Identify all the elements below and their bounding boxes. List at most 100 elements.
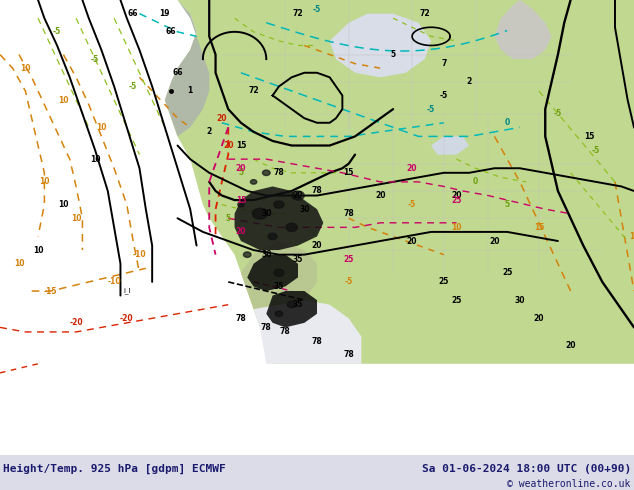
Text: © weatheronline.co.uk: © weatheronline.co.uk xyxy=(507,479,631,490)
Circle shape xyxy=(287,301,296,308)
Text: 25: 25 xyxy=(439,277,449,287)
Text: Sa 01-06-2024 18:00 UTC (00+90): Sa 01-06-2024 18:00 UTC (00+90) xyxy=(422,464,631,473)
Circle shape xyxy=(275,311,283,317)
Text: -10: -10 xyxy=(107,277,121,287)
Text: -5: -5 xyxy=(91,54,100,64)
Polygon shape xyxy=(330,14,431,77)
Polygon shape xyxy=(431,136,469,155)
Text: 5: 5 xyxy=(238,168,243,177)
Text: 10: 10 xyxy=(451,223,462,232)
Circle shape xyxy=(274,269,284,276)
Text: -5: -5 xyxy=(553,109,562,118)
Text: 78: 78 xyxy=(280,327,290,337)
Text: 5: 5 xyxy=(505,200,510,209)
Text: 72: 72 xyxy=(249,86,259,96)
Polygon shape xyxy=(165,0,634,364)
Polygon shape xyxy=(165,0,209,136)
Text: 10: 10 xyxy=(58,200,68,209)
Text: 30: 30 xyxy=(261,250,271,259)
Circle shape xyxy=(274,201,284,208)
Text: -5: -5 xyxy=(408,200,417,209)
Text: -5: -5 xyxy=(592,146,600,154)
Text: 66: 66 xyxy=(128,9,138,18)
Text: 10: 10 xyxy=(39,177,49,186)
Text: 30: 30 xyxy=(299,205,309,214)
Text: 10: 10 xyxy=(96,123,107,132)
Text: 2: 2 xyxy=(207,127,212,136)
Text: 15: 15 xyxy=(534,223,544,232)
Circle shape xyxy=(268,233,277,240)
Circle shape xyxy=(286,223,297,231)
Text: 10: 10 xyxy=(90,155,100,164)
Polygon shape xyxy=(495,0,552,59)
Circle shape xyxy=(238,202,244,207)
Text: 78: 78 xyxy=(312,187,322,196)
Text: 15: 15 xyxy=(236,196,246,205)
Text: -5: -5 xyxy=(129,82,138,91)
Text: 15: 15 xyxy=(585,132,595,141)
Text: -20: -20 xyxy=(69,318,83,327)
Text: 72: 72 xyxy=(420,9,430,18)
Text: 10: 10 xyxy=(14,259,24,268)
Text: 25: 25 xyxy=(344,255,354,264)
Text: 15: 15 xyxy=(629,232,634,241)
Text: 35: 35 xyxy=(274,282,284,291)
Text: 10: 10 xyxy=(20,64,30,73)
Text: 20: 20 xyxy=(223,141,233,150)
Text: -20: -20 xyxy=(120,314,134,323)
Text: 20: 20 xyxy=(293,191,303,200)
Text: 78: 78 xyxy=(312,337,322,345)
Text: 20: 20 xyxy=(217,114,227,122)
Text: 19: 19 xyxy=(160,9,170,18)
Text: 78: 78 xyxy=(344,209,354,218)
Text: -5: -5 xyxy=(427,105,436,114)
Text: 15: 15 xyxy=(344,168,354,177)
Circle shape xyxy=(292,191,304,200)
Text: 30: 30 xyxy=(515,295,525,305)
Text: 20: 20 xyxy=(236,227,246,236)
Text: -15: -15 xyxy=(44,287,58,295)
Text: 15: 15 xyxy=(236,141,246,150)
Text: -5: -5 xyxy=(313,4,321,14)
Text: -5: -5 xyxy=(344,277,353,287)
Text: 20: 20 xyxy=(375,191,385,200)
Text: 10: 10 xyxy=(58,96,68,104)
Text: -10: -10 xyxy=(133,250,146,259)
Polygon shape xyxy=(266,291,317,327)
Polygon shape xyxy=(254,300,361,364)
Text: 66: 66 xyxy=(166,27,176,36)
Circle shape xyxy=(262,170,270,175)
Text: 0: 0 xyxy=(473,177,478,186)
Text: 20: 20 xyxy=(407,237,417,245)
Text: 78: 78 xyxy=(274,168,284,177)
Circle shape xyxy=(252,208,268,219)
Text: 1: 1 xyxy=(188,86,193,96)
Text: 20: 20 xyxy=(312,241,322,250)
Text: 30: 30 xyxy=(261,209,271,218)
Text: 5: 5 xyxy=(391,50,396,59)
Text: 20: 20 xyxy=(407,164,417,173)
Text: Height/Temp. 925 hPa [gdpm] ECMWF: Height/Temp. 925 hPa [gdpm] ECMWF xyxy=(3,464,226,474)
Text: -5: -5 xyxy=(439,91,448,100)
Circle shape xyxy=(243,252,251,257)
Text: 20: 20 xyxy=(236,164,246,173)
Text: 7: 7 xyxy=(441,59,446,68)
Polygon shape xyxy=(235,186,323,250)
Text: 20: 20 xyxy=(489,237,500,245)
Text: 78: 78 xyxy=(344,350,354,359)
Text: -5: -5 xyxy=(53,27,61,36)
Text: 35: 35 xyxy=(293,255,303,264)
Text: 25: 25 xyxy=(451,295,462,305)
Text: 25: 25 xyxy=(502,269,512,277)
Text: 2: 2 xyxy=(467,77,472,86)
Text: 20: 20 xyxy=(534,314,544,323)
Text: 66: 66 xyxy=(172,68,183,77)
Text: 25: 25 xyxy=(451,196,462,205)
Polygon shape xyxy=(241,241,317,309)
Polygon shape xyxy=(247,255,298,291)
Text: 10: 10 xyxy=(71,214,81,223)
Text: 20: 20 xyxy=(451,191,462,200)
Text: 72: 72 xyxy=(293,9,303,18)
Text: 5: 5 xyxy=(226,214,231,223)
Text: 20: 20 xyxy=(566,341,576,350)
